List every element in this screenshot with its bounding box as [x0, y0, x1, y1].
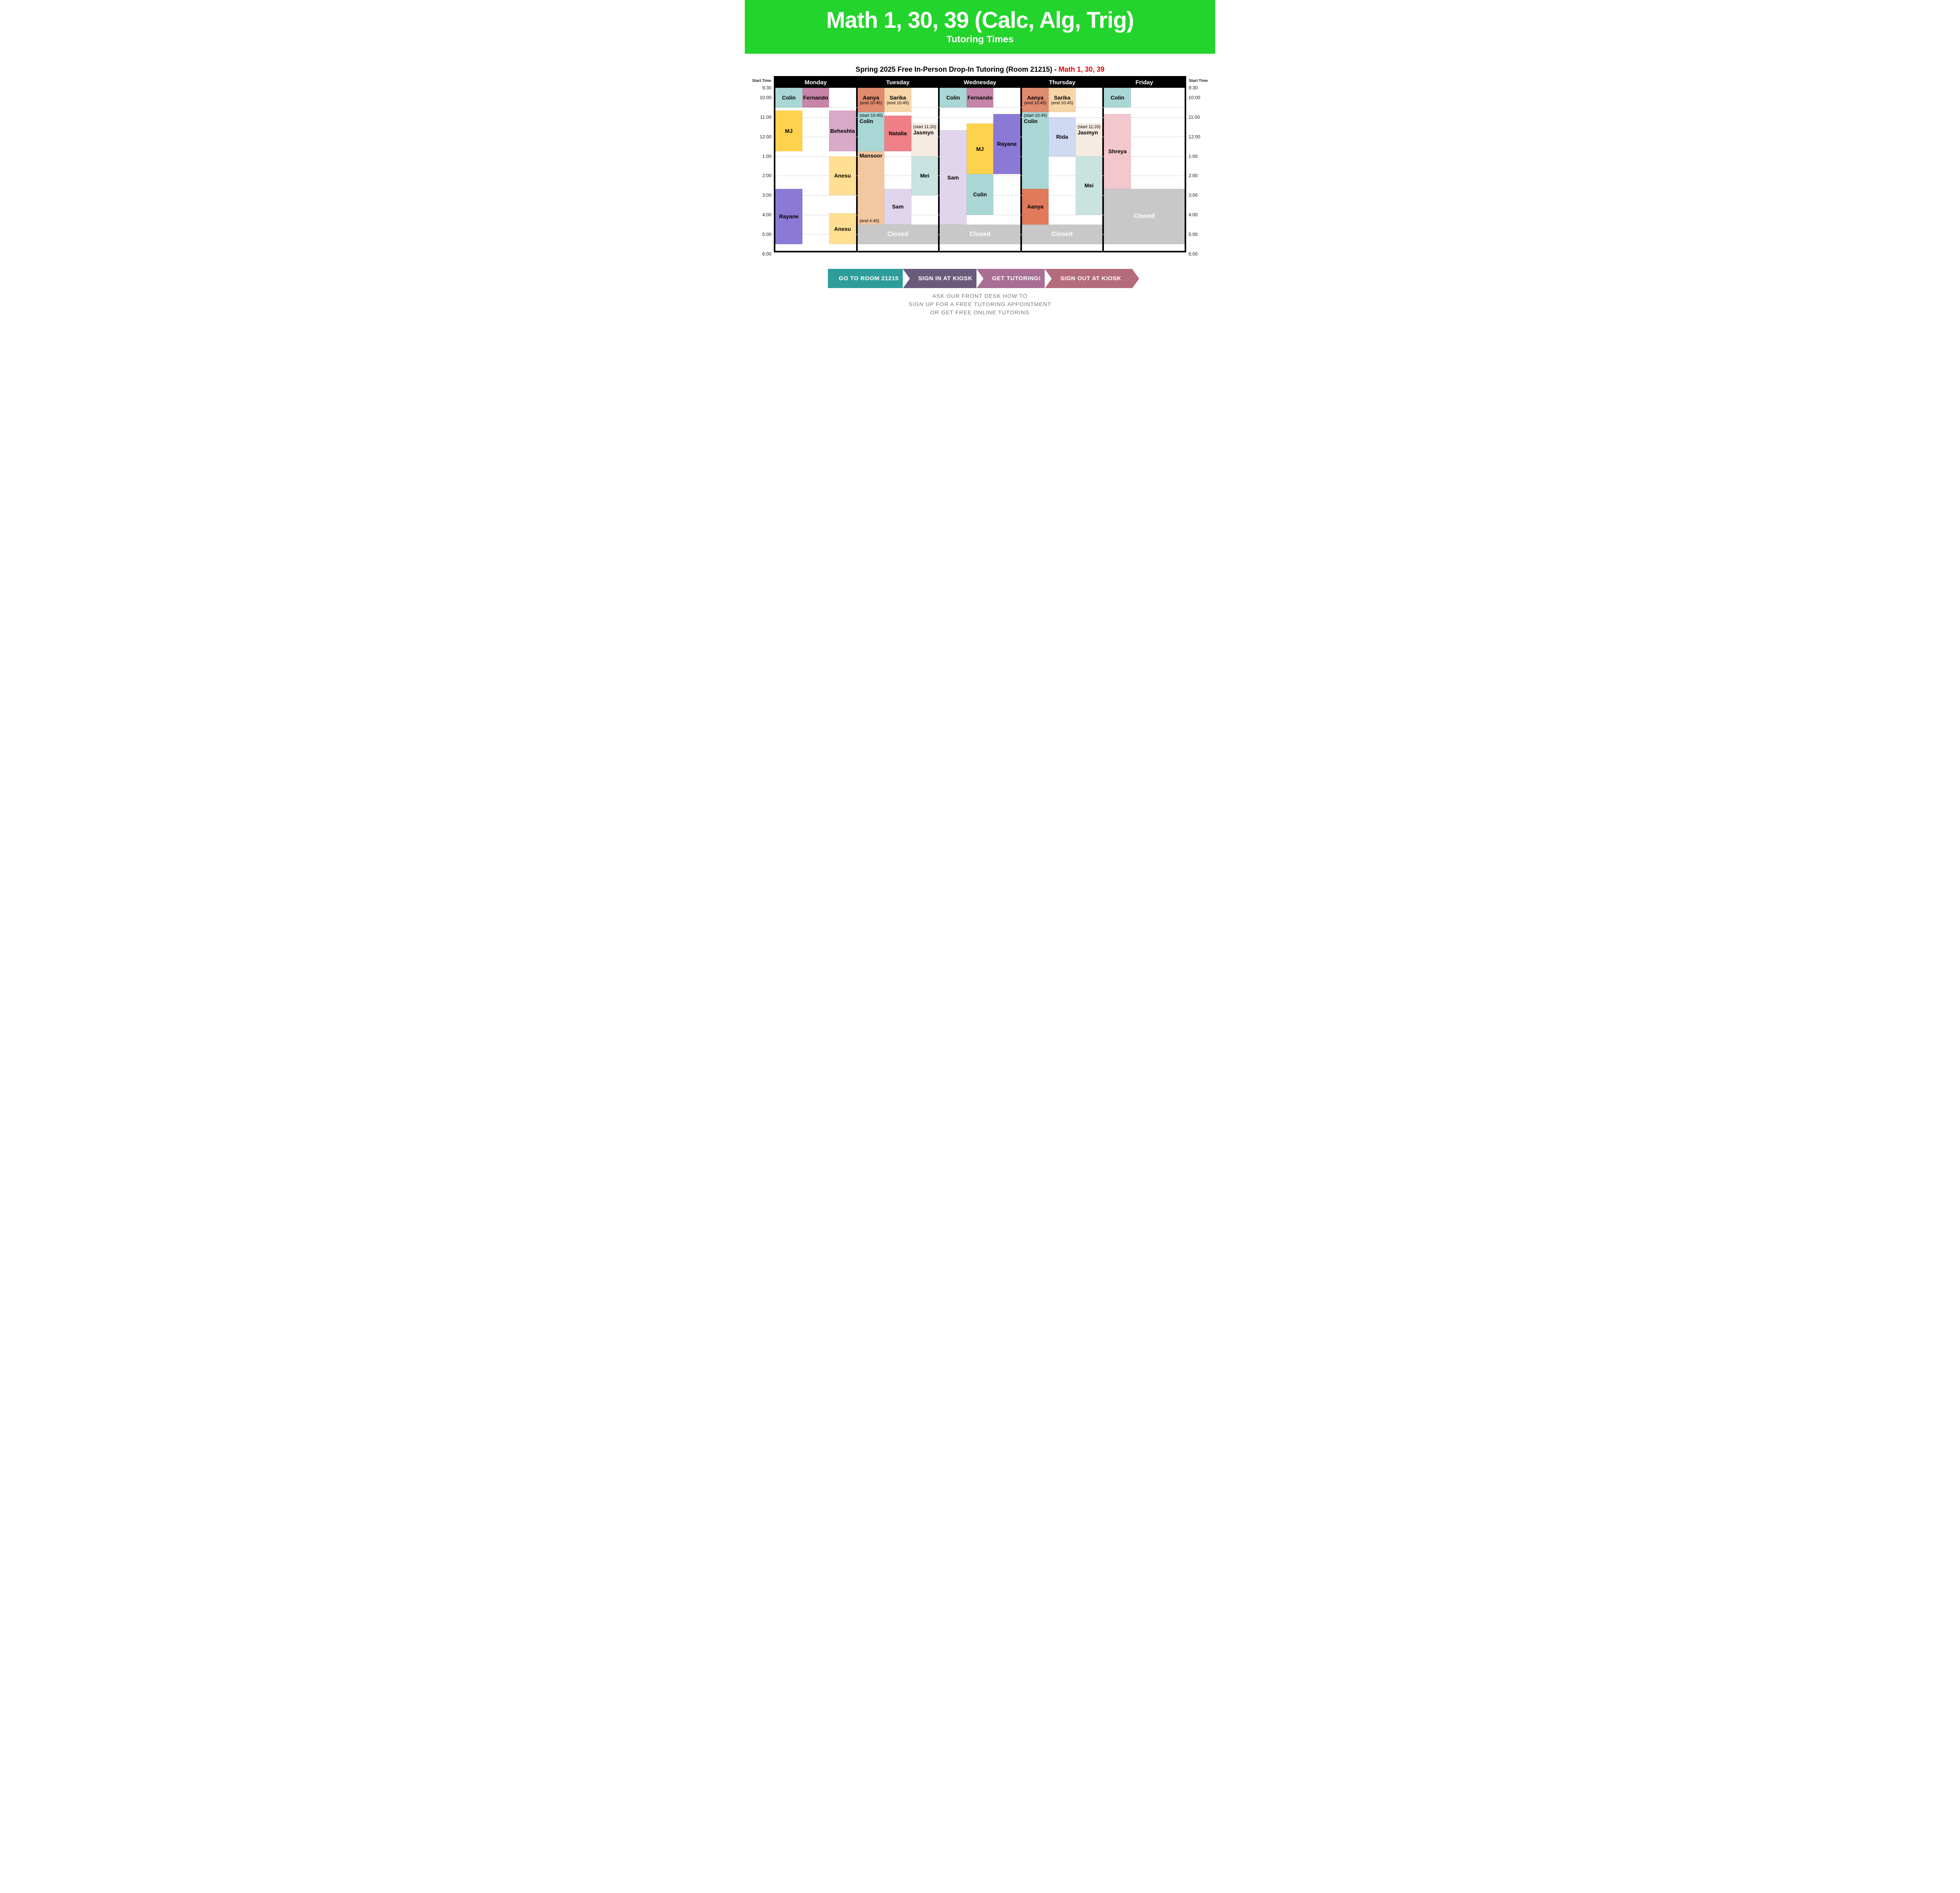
closed-block: Closed — [1022, 225, 1103, 244]
time-tick: 11:00 — [760, 114, 771, 120]
footer-line: OR GET FREE ONLINE TUTORING — [745, 308, 1215, 317]
tutor-block: Beheshta — [829, 111, 856, 151]
tutor-block: Mei — [1076, 156, 1103, 215]
tutor-block: Rayane — [993, 114, 1020, 174]
tutor-block: Mei — [911, 156, 938, 196]
tutor-block: Colin — [1104, 88, 1131, 107]
time-tick: 11:00 — [1189, 114, 1206, 120]
tutor-block: Anesu — [829, 213, 856, 244]
time-tick: 1:00 — [762, 154, 771, 159]
tutor-block: Sam — [940, 130, 967, 225]
schedule-title-prefix: Spring 2025 Free In-Person Drop-In Tutor… — [856, 65, 1059, 73]
tutor-block: Mansoor(end 4:45) — [858, 151, 885, 225]
tutor-block: Shreya — [1104, 114, 1131, 189]
time-tick: 2:00 — [762, 173, 771, 178]
time-tick: 6:00 — [1189, 251, 1206, 257]
closed-block: Closed — [940, 225, 1020, 244]
time-tick: 2:00 — [1189, 173, 1206, 178]
tutor-block: Fernando — [967, 88, 994, 107]
step-label: SIGN IN AT KIOSK — [918, 275, 973, 282]
step-chevron: GO TO ROOM 21215 — [828, 269, 910, 288]
day-header: Wednesday — [940, 78, 1020, 88]
steps-row: GO TO ROOM 21215 SIGN IN AT KIOSK GET TUTO… — [745, 269, 1215, 288]
tutor-block: Natalia — [884, 116, 911, 151]
schedule-title: Spring 2025 Free In-Person Drop-In Tutor… — [752, 65, 1208, 74]
day-header: Friday — [1104, 78, 1185, 88]
time-tick: 12:00 — [760, 134, 771, 140]
page-title: Math 1, 30, 39 (Calc, Alg, Trig) — [745, 7, 1215, 33]
tutor-block: Aanya(end 10:45) — [1022, 88, 1049, 112]
time-tick: 4:00 — [1189, 212, 1206, 218]
tutor-block: Colin — [967, 174, 994, 215]
day-header: Thursday — [1022, 78, 1103, 88]
step-label: SIGN OUT AT KIOSK — [1060, 275, 1121, 282]
tutor-block: Rayane — [775, 189, 802, 244]
time-tick: 4:00 — [762, 212, 771, 218]
tutor-block: MJ — [967, 123, 994, 174]
day-header: Monday — [775, 78, 856, 88]
time-tick: 10:00 — [760, 95, 771, 100]
time-tick: 1:00 — [1189, 154, 1206, 159]
footer-text: ASK OUR FRONT DESK HOW TO SIGN UP FOR A … — [745, 292, 1215, 317]
footer-line: ASK OUR FRONT DESK HOW TO — [745, 292, 1215, 300]
tutor-block: (start 11:20)Jasmyn — [911, 123, 938, 156]
tutor-block: Fernando — [802, 88, 829, 107]
closed-block: Closed — [1104, 189, 1185, 244]
time-tick: 9:30 — [1189, 85, 1206, 91]
tutor-block: Colin — [775, 88, 802, 107]
tutor-block: Aanya(end 10:45) — [858, 88, 885, 112]
time-axis-left: Start Time 9:3010:0011:0012:001:002:003:… — [752, 76, 774, 256]
banner: Math 1, 30, 39 (Calc, Alg, Trig) Tutorin… — [745, 0, 1215, 54]
tutor-block: Sarika(end 10:45) — [1049, 88, 1076, 112]
tutor-block: Sarika(end 10:45) — [884, 88, 911, 112]
time-axis-right: Start Time 9:3010:0011:0012:001:002:003:… — [1186, 76, 1208, 256]
tutor-block: Rida — [1049, 117, 1076, 156]
schedule-grid-wrapper: Start Time 9:3010:0011:0012:001:002:003:… — [752, 76, 1208, 256]
time-tick: 3:00 — [1189, 192, 1206, 198]
schedule-grid: MondayTuesdayWednesdayThursdayFridayColi… — [774, 76, 1186, 252]
tutor-block: Aanya — [1022, 189, 1049, 225]
page-subtitle: Tutoring Times — [745, 34, 1215, 45]
time-tick: 5:00 — [1189, 232, 1206, 237]
footer-line: SIGN UP FOR A FREE TUTORING APPOINTMENT — [745, 300, 1215, 308]
schedule-title-highlight: Math 1, 30, 39 — [1058, 65, 1104, 73]
step-label: GET TUTORING! — [992, 275, 1041, 282]
step-chevron: GET TUTORING! — [976, 269, 1052, 288]
time-tick: 5:00 — [762, 232, 771, 237]
time-tick: 3:00 — [762, 192, 771, 198]
schedule-section: Spring 2025 Free In-Person Drop-In Tutor… — [745, 54, 1215, 259]
gridline — [775, 107, 1185, 108]
tutor-block: MJ — [775, 111, 802, 151]
tutor-block: Sam — [884, 189, 911, 225]
time-tick: 6:00 — [762, 251, 771, 257]
time-tick: 12:00 — [1189, 134, 1206, 140]
tutor-block: (start 11:20)Jasmyn — [1076, 123, 1103, 156]
time-tick: 10:00 — [1189, 95, 1206, 100]
tutor-block: (start 10:45)Colin — [1022, 112, 1049, 189]
step-chevron: SIGN IN AT KIOSK — [903, 269, 984, 288]
day-header: Tuesday — [858, 78, 938, 88]
closed-block: Closed — [858, 225, 938, 244]
step-chevron: SIGN OUT AT KIOSK — [1045, 269, 1132, 288]
time-tick: 9:30 — [762, 85, 771, 91]
tutor-block: Colin — [940, 88, 967, 107]
tutor-block: (start 10:45)Colin — [858, 112, 885, 151]
tutor-block: Anesu — [829, 156, 856, 196]
step-label: GO TO ROOM 21215 — [839, 275, 899, 282]
